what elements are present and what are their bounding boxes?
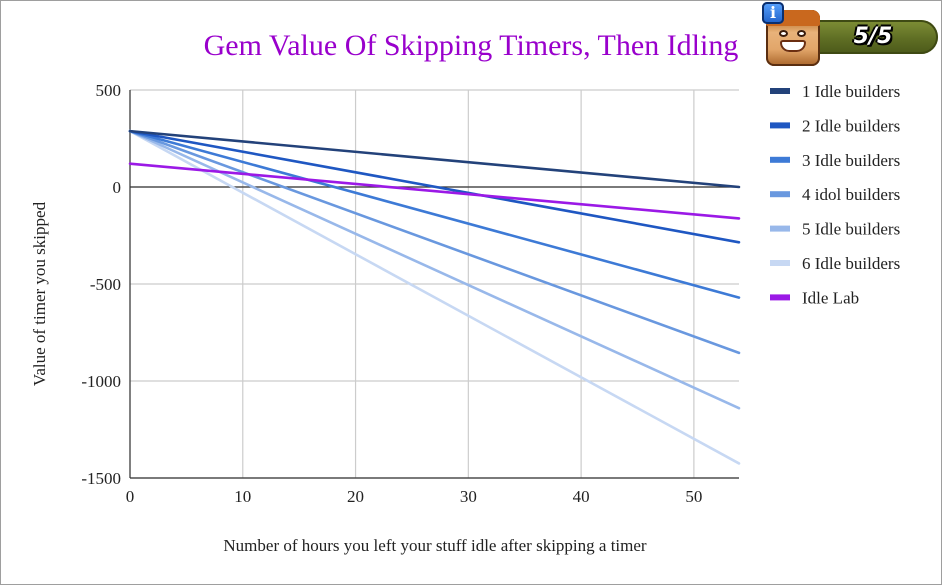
builder-count-badge: i 5/5	[762, 2, 940, 68]
y-tick-label: -500	[90, 275, 121, 294]
legend: 1 Idle builders 2 Idle builders 3 Idle bui…	[770, 82, 900, 307]
y-tick-label: 0	[113, 178, 122, 197]
info-icon[interactable]: i	[762, 2, 784, 24]
legend-label: 2 Idle builders	[802, 116, 900, 135]
x-tick-label: 20	[347, 487, 364, 506]
legend-label: 3 Idle builders	[802, 151, 900, 170]
series-line	[128, 129, 741, 189]
builder-left-eye	[779, 30, 788, 37]
x-tick-label: 50	[685, 487, 702, 506]
y-tick-label: 500	[96, 81, 122, 100]
legend-swatch	[770, 122, 790, 129]
series-line	[128, 129, 741, 410]
x-tick-label: 40	[573, 487, 590, 506]
legend-label: 5 Idle builders	[802, 220, 900, 239]
legend-label: 1 Idle builders	[802, 82, 900, 101]
x-axis-label: Number of hours you left your stuff idle…	[223, 536, 647, 555]
y-tick-label: -1500	[81, 469, 121, 488]
legend-swatch	[770, 225, 790, 232]
builder-mouth	[780, 40, 806, 52]
series-line	[128, 129, 741, 299]
x-tick-labels: 0 10 20 30 40 50	[126, 487, 703, 506]
x-tick-label: 30	[460, 487, 477, 506]
series-lines	[128, 129, 741, 465]
x-tick-label: 0	[126, 487, 135, 506]
series-line	[128, 129, 741, 355]
builder-count: 5/5	[853, 24, 893, 49]
series-line	[128, 162, 741, 220]
series-line	[128, 129, 741, 465]
x-tick-label: 10	[234, 487, 251, 506]
y-tick-label: -1000	[81, 372, 121, 391]
legend-swatch	[770, 260, 790, 266]
legend-label: Idle Lab	[802, 288, 859, 307]
legend-swatch	[770, 294, 790, 301]
y-tick-labels: 500 0 -500 -1000 -1500	[81, 81, 121, 488]
badge-bar	[802, 20, 938, 54]
chart-title-wrap: Gem Value Of Skipping Timers, Then Idlin…	[0, 26, 942, 66]
builder-right-eye	[797, 30, 806, 37]
chart-title: Gem Value Of Skipping Timers, Then Idlin…	[203, 29, 739, 62]
y-axis-label: Value of timer you skipped	[30, 201, 49, 386]
legend-label: 6 Idle builders	[802, 254, 900, 273]
legend-swatch	[770, 191, 790, 198]
legend-label: 4 idol builders	[802, 185, 900, 204]
legend-swatch	[770, 156, 790, 163]
legend-swatch	[770, 88, 790, 94]
series-line	[128, 129, 741, 244]
